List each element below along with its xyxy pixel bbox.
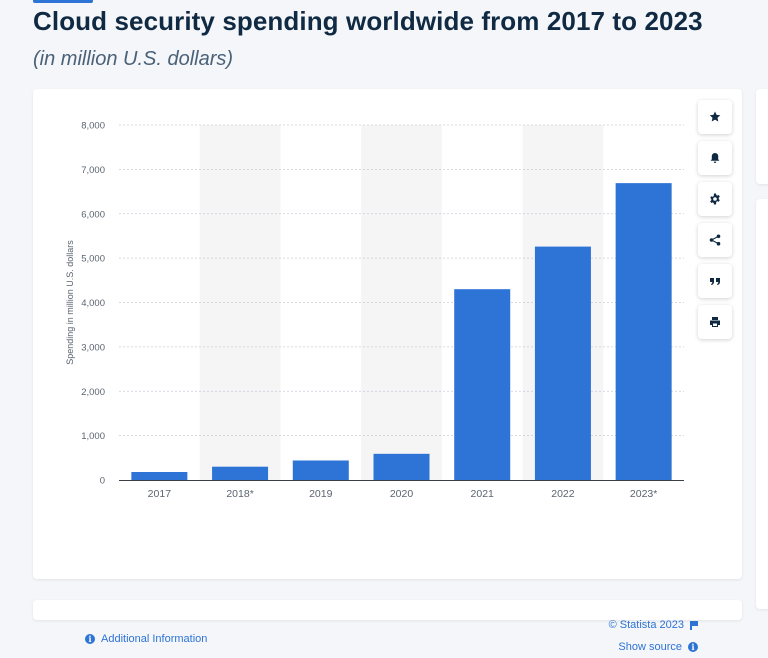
chart-footer-right: © Statista 2023 Show source i xyxy=(609,614,698,658)
x-tick-label: 2017 xyxy=(148,488,172,500)
side-panel-top xyxy=(756,89,768,184)
side-panel-bottom xyxy=(756,199,768,609)
show-source-label: Show source xyxy=(618,641,682,653)
y-tick-label: 8,000 xyxy=(81,121,105,132)
page-subtitle: (in million U.S. dollars) xyxy=(33,48,234,70)
y-tick-label: 0 xyxy=(100,476,105,487)
quote-icon xyxy=(710,278,720,285)
info-icon: i xyxy=(85,634,95,644)
additional-information-link[interactable]: i Additional Information xyxy=(85,633,207,645)
y-axis-label: Spending in million U.S. dollars xyxy=(65,240,75,365)
print-icon xyxy=(710,317,720,327)
cite-button[interactable] xyxy=(698,264,732,298)
next-card xyxy=(33,600,742,620)
settings-button[interactable] xyxy=(698,182,732,216)
flag-icon xyxy=(690,620,698,630)
share-icon xyxy=(709,234,721,246)
chart-toolbar xyxy=(698,100,732,346)
favorite-button[interactable] xyxy=(698,100,732,134)
print-button[interactable] xyxy=(698,305,732,339)
y-tick-label: 5,000 xyxy=(81,254,105,265)
chart-card: 0 1,000 2,000 3,000 4,000 5,000 6,000 7,000 8,00… xyxy=(33,89,742,653)
x-tick-label: 2018* xyxy=(226,488,253,500)
y-tick-label: 3,000 xyxy=(81,342,105,353)
top-accent xyxy=(33,0,93,3)
info-icon: i xyxy=(688,642,698,652)
x-tick-label: 2021 xyxy=(471,488,495,500)
bar xyxy=(454,289,511,480)
bar xyxy=(615,183,672,480)
x-tick-label: 2019 xyxy=(309,488,333,500)
x-tick-label: 2023* xyxy=(630,488,657,500)
bar xyxy=(373,453,430,480)
bell-icon xyxy=(710,153,720,163)
x-tick-label: 2022 xyxy=(551,488,575,500)
show-source-link[interactable]: Show source i xyxy=(609,636,698,658)
y-tick-label: 7,000 xyxy=(81,165,105,176)
y-tick-label: 1,000 xyxy=(81,431,105,442)
bar xyxy=(131,472,188,480)
gear-icon xyxy=(710,193,720,205)
bar xyxy=(534,246,591,480)
bar-chart: 0 1,000 2,000 3,000 4,000 5,000 6,000 7,000 8,00… xyxy=(65,121,684,500)
y-tick-label: 2,000 xyxy=(81,387,105,398)
share-button[interactable] xyxy=(698,223,732,257)
bar xyxy=(212,466,269,480)
bar xyxy=(292,460,349,480)
y-tick-label: 6,000 xyxy=(81,209,105,220)
additional-information-label: Additional Information xyxy=(101,633,208,645)
y-tick-label: 4,000 xyxy=(81,298,105,309)
x-tick-label: 2020 xyxy=(390,488,414,500)
category-band xyxy=(361,125,442,480)
notification-button[interactable] xyxy=(698,141,732,175)
page-title: Cloud security spending worldwide from 2… xyxy=(33,6,703,36)
star-icon xyxy=(709,111,721,122)
